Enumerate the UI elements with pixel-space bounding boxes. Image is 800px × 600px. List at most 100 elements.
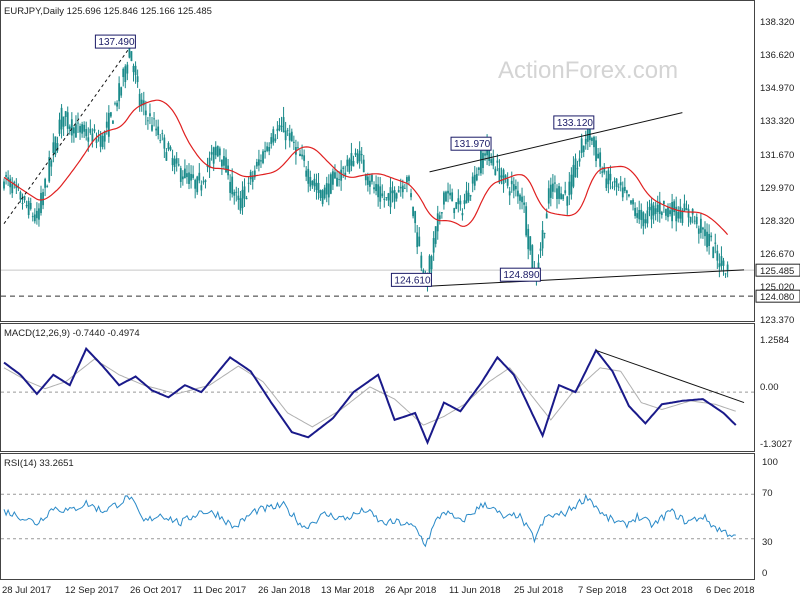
candle-body [159, 140, 162, 141]
candle-body [161, 133, 164, 134]
support-level-label-box [755, 289, 800, 303]
candle-body [323, 187, 326, 199]
candle-body [44, 178, 47, 188]
candle-body [233, 192, 236, 196]
price-y-tick: 138.320 [760, 17, 794, 28]
candle-body [613, 181, 616, 183]
candle-body [245, 197, 248, 200]
price-overlays [3, 47, 745, 287]
candle-body [181, 176, 184, 180]
candle-body [578, 158, 581, 162]
candle-body [301, 154, 303, 157]
candle-body [562, 194, 565, 200]
candle-body [504, 175, 507, 178]
candle-body [266, 146, 269, 151]
candle-body [274, 138, 277, 141]
candle-body [225, 157, 227, 173]
candle-body [50, 160, 53, 167]
candle-body [625, 190, 628, 194]
candle-body [280, 125, 283, 127]
candle-body [288, 133, 291, 141]
candle-body [175, 158, 178, 164]
candle-body [140, 99, 143, 106]
candle-body [27, 201, 30, 216]
candle-body [496, 160, 499, 163]
candle-body [652, 205, 655, 216]
candle-body [603, 166, 606, 173]
candle-body [720, 256, 723, 266]
macd-signal-line [3, 358, 736, 428]
candle-body [101, 135, 104, 147]
candle-body [554, 182, 556, 184]
macd-y-tick: 1.2584 [760, 335, 789, 346]
candle-body [531, 245, 534, 274]
candle-body [216, 146, 219, 157]
price-reference-lines [1, 269, 754, 297]
candle-body [153, 118, 155, 120]
candle-body [243, 186, 246, 199]
x-tick: 23 Oct 2018 [641, 585, 693, 596]
candle-body [31, 216, 34, 218]
candle-body [401, 185, 404, 193]
price-y-tick: 131.670 [760, 150, 794, 161]
candle-body [268, 147, 271, 152]
candle-body [278, 125, 281, 131]
candle-body [208, 157, 211, 169]
candle-body [157, 126, 160, 135]
candle-body [352, 160, 355, 167]
candle-body [551, 183, 554, 192]
candle-body [99, 134, 102, 147]
x-tick: 7 Sep 2018 [578, 585, 627, 596]
support-level-label: 124.080 [760, 292, 794, 303]
candle-body [3, 181, 5, 189]
candle-body [369, 180, 371, 187]
candle-body [260, 160, 262, 162]
candle-body [255, 161, 258, 167]
x-tick: 11 Jun 2018 [449, 585, 501, 596]
x-tick: 25 Jul 2018 [514, 585, 563, 596]
candle-body [344, 172, 347, 176]
candle-body [142, 100, 145, 106]
candle-body [60, 107, 63, 130]
candle-body [155, 128, 158, 131]
candle-body [112, 120, 114, 124]
candle-body [214, 146, 217, 156]
candle-body [173, 158, 176, 167]
current-price-label-box [755, 263, 800, 277]
candle-body [198, 172, 201, 181]
candle-body [70, 119, 73, 136]
candle-body [81, 124, 84, 134]
candle-body [671, 202, 674, 222]
candle-body [64, 111, 67, 118]
candle-body [309, 176, 312, 187]
candle-body [669, 210, 671, 215]
annotation-box [390, 272, 432, 287]
candle-body [297, 147, 299, 149]
candle-body [346, 159, 349, 167]
candle-body [564, 190, 567, 194]
price-labels: 137.490 133.120 131.970 124.610 124.890 125.4… [94, 34, 800, 303]
candle-body [611, 186, 614, 188]
candle-body [350, 153, 353, 166]
candle-body [124, 66, 127, 83]
candle-body [523, 202, 525, 205]
rsi-y-tick: 100 [762, 457, 778, 468]
annotation-box [450, 136, 492, 151]
candle-body [134, 65, 137, 76]
candle-body [461, 213, 464, 216]
candle-body [683, 203, 686, 212]
candle-body [167, 143, 170, 150]
candle-body [284, 130, 287, 141]
candle-body [221, 159, 223, 167]
candle-body [428, 255, 431, 273]
candle-body [130, 51, 133, 62]
candle-body [42, 192, 44, 206]
candle-body [229, 181, 232, 193]
candle-body [556, 188, 558, 200]
candle-body [11, 184, 14, 194]
candle-body [276, 128, 279, 132]
candle-body [543, 233, 546, 234]
candle-body [593, 136, 595, 148]
candle-body [54, 136, 57, 155]
